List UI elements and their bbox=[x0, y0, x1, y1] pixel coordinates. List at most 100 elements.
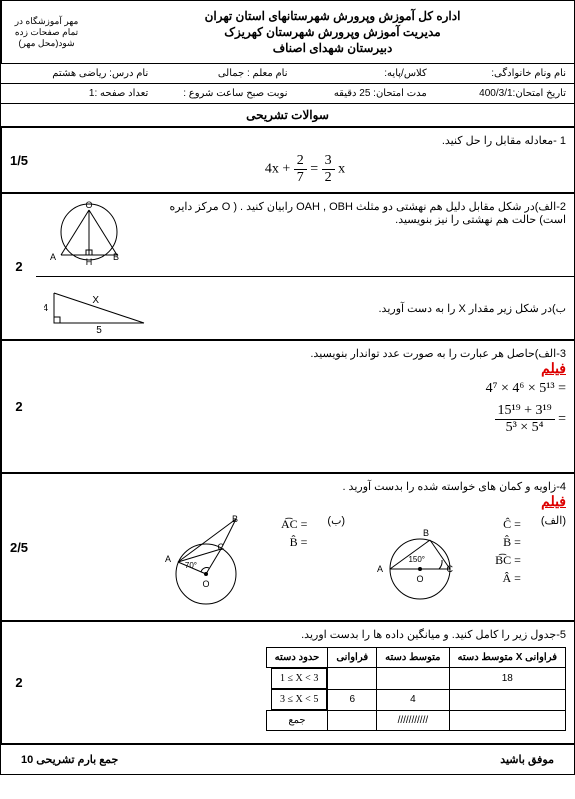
q1-body: 1 -معادله مقابل را حل کنید. 4x + 27 = 32… bbox=[36, 128, 574, 192]
q5-r2c2: 4 bbox=[377, 689, 449, 711]
header-titles: اداره کل آموزش وپرورش شهرستانهای استان ت… bbox=[91, 1, 574, 63]
q5-h3: فراوانی bbox=[328, 648, 377, 668]
seal-box: مهر آموزشگاه در تمام صفحات زده شود(محل م… bbox=[1, 1, 91, 63]
q4-figA: 150° A B C O bbox=[365, 514, 475, 604]
q4-text: 4-زاویه و کمان های خواسته شده را بدست آو… bbox=[44, 480, 566, 493]
svg-text:X: X bbox=[92, 295, 99, 306]
footer-left: جمع بارم تشریحی 10 bbox=[21, 753, 118, 766]
q4-eqA-c: Ĉ = bbox=[495, 517, 521, 532]
q5-text: 5-جدول زیر را کامل کنید. و میانگین داده … bbox=[44, 628, 566, 641]
q4-eqB-ac: A͡C = bbox=[281, 517, 307, 532]
q5-r1c1: 18 bbox=[449, 668, 565, 690]
org-line3: دبیرستان شهدای اصناف bbox=[97, 41, 568, 55]
q3-eq2: 15¹⁹ + 3¹⁹5³ × 5⁴ = bbox=[495, 403, 566, 436]
svg-text:C: C bbox=[447, 564, 454, 574]
meta-row-1: نام ونام خانوادگی: کلاس/پایه: نام معلم :… bbox=[1, 64, 574, 84]
q3-e2n: 15¹⁹ + 3¹⁹ bbox=[495, 403, 555, 420]
q4-eqA-b: B̂ = bbox=[495, 535, 521, 550]
q1-f2d: 2 bbox=[322, 170, 335, 186]
q4-score: 2/5 bbox=[1, 474, 36, 620]
q5-r3c4: جمع bbox=[266, 711, 328, 731]
exam-date: تاریخ امتحان:400/3/1 bbox=[427, 88, 566, 99]
svg-text:70°: 70° bbox=[185, 561, 197, 570]
q5-body: 5-جدول زیر را کامل کنید. و میانگین داده … bbox=[36, 622, 574, 743]
q1-text: 1 -معادله مقابل را حل کنید. bbox=[442, 135, 566, 147]
svg-text:O: O bbox=[417, 574, 424, 584]
q2a-text: 2-الف)در شکل مقابل دلیل هم نهشتی دو مثلث… bbox=[144, 200, 566, 226]
svg-text:B: B bbox=[113, 252, 119, 262]
q3-body: 3-الف)حاصل هر عبارت را به صورت عدد تواند… bbox=[36, 341, 574, 472]
svg-text:B: B bbox=[232, 514, 238, 524]
svg-text:4: 4 bbox=[44, 303, 48, 314]
q5-r1c3 bbox=[328, 668, 377, 690]
question-5: 5-جدول زیر را کامل کنید. و میانگین داده … bbox=[1, 620, 574, 743]
q4-body: 4-زاویه و کمان های خواسته شده را بدست آو… bbox=[36, 474, 574, 620]
org-line1: اداره کل آموزش وپرورش شهرستانهای استان ت… bbox=[97, 9, 568, 23]
q5-r3c3 bbox=[328, 711, 377, 731]
org-line2: مدیریت آموزش وپرورش شهرستان کهریزک bbox=[97, 25, 568, 39]
exam-page: اداره کل آموزش وپرورش شهرستانهای استان ت… bbox=[0, 0, 575, 775]
q1-rhs: x bbox=[338, 162, 345, 177]
section-title: سوالات تشریحی bbox=[1, 104, 574, 126]
q4-eqB-b: B̂ = bbox=[281, 535, 307, 550]
q1-score: 1/5 bbox=[1, 128, 36, 192]
q5-r2c1 bbox=[449, 689, 565, 711]
q5-r1c4: 1 ≤ X < 3 bbox=[271, 668, 327, 689]
svg-text:A: A bbox=[50, 252, 56, 262]
svg-text:O: O bbox=[202, 579, 209, 589]
footer: موفق باشید جمع بارم تشریحی 10 bbox=[1, 743, 574, 774]
q5-table: فراوانی X متوسط دسته متوسط دسته فراوانی … bbox=[266, 647, 566, 731]
q1-f1d: 7 bbox=[294, 170, 307, 186]
q3-eq1: 4⁷ × 4⁶ × 5¹³ = bbox=[486, 381, 566, 397]
q2-score: 2 bbox=[1, 194, 36, 339]
q4-be-label: (ب) bbox=[327, 514, 345, 527]
q2a-figure: O A B H bbox=[44, 200, 134, 270]
shift: نوبت صبح ساعت شروع : bbox=[148, 88, 287, 99]
q5-r3c2: /////////// bbox=[377, 711, 449, 731]
q1-eq: = bbox=[310, 162, 321, 177]
q3-text: 3-الف)حاصل هر عبارت را به صورت عدد تواند… bbox=[44, 347, 566, 360]
q4-figB: 70° A B C O bbox=[161, 514, 261, 614]
q5-h4: حدود دسته bbox=[266, 648, 328, 668]
q4-alf-label: (الف) bbox=[541, 514, 566, 527]
q5-h2: متوسط دسته bbox=[377, 648, 449, 668]
svg-text:150°: 150° bbox=[409, 555, 426, 564]
q3-e2d: 5³ × 5⁴ bbox=[495, 420, 555, 436]
q5-r1c2 bbox=[377, 668, 449, 690]
question-3: 3-الف)حاصل هر عبارت را به صورت عدد تواند… bbox=[1, 339, 574, 472]
footer-center: موفق باشید bbox=[500, 753, 554, 766]
q1-f1n: 2 bbox=[294, 153, 307, 170]
svg-text:5: 5 bbox=[96, 325, 102, 333]
svg-text:C: C bbox=[217, 542, 224, 552]
q4-film: فیلم bbox=[44, 493, 566, 510]
q4-eqA-a: Â = bbox=[495, 571, 521, 586]
svg-text:H: H bbox=[86, 257, 93, 267]
q2b-text: ب)در شکل زیر مقدار X را به دست آورید. bbox=[164, 302, 566, 315]
q1-equation: 4x + 27 = 32 x bbox=[265, 153, 345, 186]
svg-text:B: B bbox=[423, 528, 429, 538]
question-1: 1 -معادله مقابل را حل کنید. 4x + 27 = 32… bbox=[1, 126, 574, 192]
question-2: 2-الف)در شکل مقابل دلیل هم نهشتی دو مثلث… bbox=[1, 192, 574, 339]
q3-e2eq: = bbox=[558, 412, 566, 427]
svg-text:O: O bbox=[85, 200, 92, 210]
q5-r2c4: 3 ≤ X < 5 bbox=[271, 689, 327, 710]
header: اداره کل آموزش وپرورش شهرستانهای استان ت… bbox=[1, 1, 574, 64]
q5-score: 2 bbox=[1, 622, 36, 743]
page-count: تعداد صفحه :1 bbox=[9, 88, 148, 99]
q1-f2n: 3 bbox=[322, 153, 335, 170]
svg-text:A: A bbox=[377, 564, 383, 574]
q5-r3c1 bbox=[449, 711, 565, 731]
q2-body: 2-الف)در شکل مقابل دلیل هم نهشتی دو مثلث… bbox=[36, 194, 574, 339]
q5-h1: فراوانی X متوسط دسته bbox=[449, 648, 565, 668]
svg-text:A: A bbox=[165, 554, 171, 564]
q2b-figure: 4 5 X bbox=[44, 283, 154, 333]
q3-score: 2 bbox=[1, 341, 36, 472]
student-name: نام ونام خانوادگی: bbox=[427, 68, 566, 79]
duration: مدت امتحان: 25 دقیقه bbox=[288, 88, 427, 99]
q4-eqA: Ĉ = B̂ = B͡C = Â = bbox=[495, 514, 521, 589]
question-4: 4-زاویه و کمان های خواسته شده را بدست آو… bbox=[1, 472, 574, 620]
q5-r2c3: 6 bbox=[328, 689, 377, 711]
q1-lhs: 4x + bbox=[265, 162, 290, 177]
q4-eqB: A͡C = B̂ = bbox=[281, 514, 307, 553]
meta-row-2: تاریخ امتحان:400/3/1 مدت امتحان: 25 دقیق… bbox=[1, 84, 574, 104]
